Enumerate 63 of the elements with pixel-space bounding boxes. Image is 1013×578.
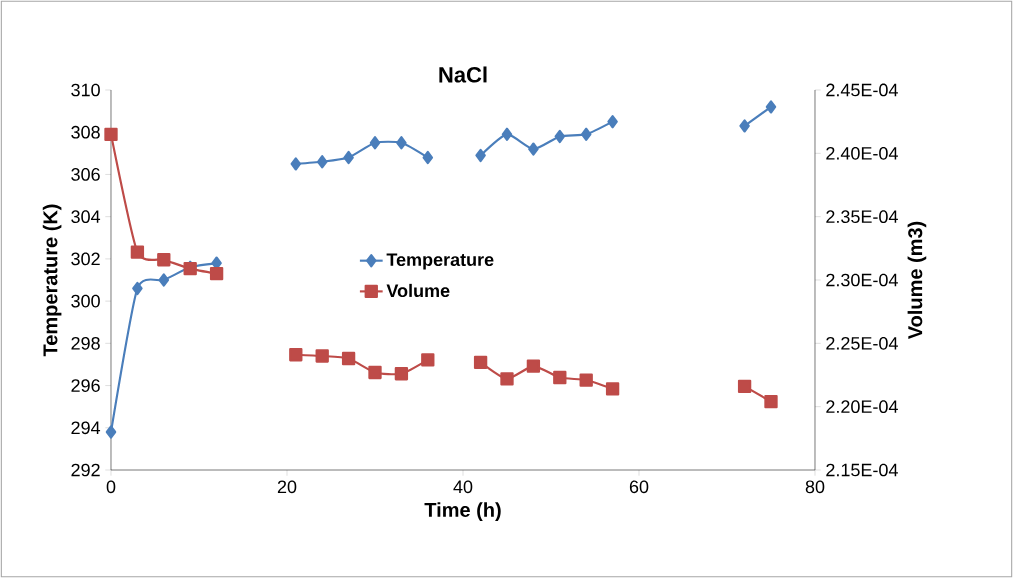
point [396,136,407,150]
point [475,148,486,163]
point [737,379,752,394]
y2-tick-label: 2.25E-04 [826,336,898,350]
chart-title: NaCl [439,66,487,83]
y2-tick-label: 2.20E-04 [826,400,898,414]
point [132,281,143,296]
point [553,370,567,385]
y2-tick-label: 2.40E-04 [826,146,898,160]
point [368,365,382,380]
point [158,273,170,287]
y-axis-title: Temperature (K) [42,204,62,357]
point [526,359,541,373]
point [528,142,539,156]
point [739,119,750,133]
point [369,136,381,150]
y-tick-label: 302 [71,252,100,266]
point [130,245,145,259]
point [473,355,488,369]
point [500,372,514,386]
point [394,367,409,381]
y2-tick-label: 2.35E-04 [826,210,898,224]
legend-label: Temperature [386,253,494,270]
y-tick-label: 306 [71,168,100,181]
point [554,129,566,144]
legend-label: Volume [386,283,450,298]
y-tick-label: 294 [71,421,101,435]
point [290,157,302,171]
x-tick-label: 40 [453,480,473,494]
point [501,127,513,141]
x-tick-label: 0 [106,480,116,494]
point [422,150,434,165]
point [343,150,354,165]
y2-tick-label: 2.15E-04 [826,463,898,477]
point [605,382,620,396]
y-tick-label: 300 [71,294,100,308]
point [765,100,777,114]
point [580,127,592,141]
point [104,127,118,141]
y-tick-label: 304 [71,210,101,224]
point [579,373,593,387]
y-tick-label: 292 [71,463,100,477]
point [315,349,329,363]
y2-tick-label: 2.30E-04 [826,273,898,287]
point [209,266,224,281]
y2-tick-label: 2.45E-04 [826,83,898,97]
point [341,351,356,366]
x-tick-label: 60 [629,480,649,494]
point [421,353,435,367]
point [607,114,618,129]
point [316,155,328,169]
y-tick-label: 308 [71,125,100,139]
y-tick-label: 298 [71,336,100,350]
x-tick-label: 80 [805,480,825,494]
y-tick-label: 310 [71,83,100,97]
point [289,348,303,362]
point [764,394,778,409]
y2-axis-title: Volume (m3) [907,221,927,340]
x-axis-title: Time (h) [424,502,501,521]
point [157,253,171,267]
point [105,425,117,439]
x-tick-label: 20 [277,480,297,494]
y-tick-label: 296 [71,379,100,392]
